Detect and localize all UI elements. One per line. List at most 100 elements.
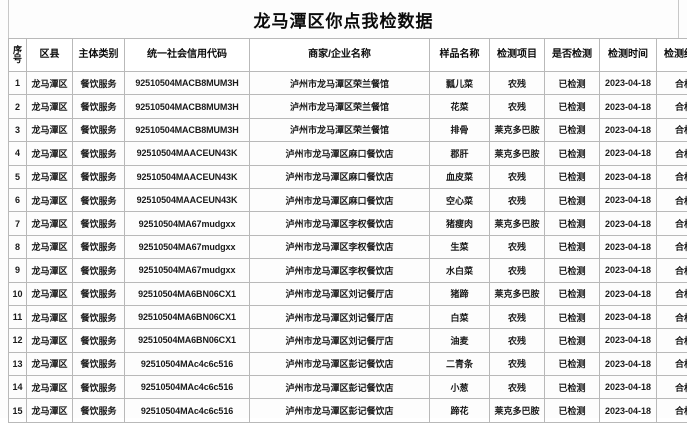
row-cell-merchant: 泸州市龙马潭区彭记餐饮店: [250, 376, 430, 399]
row-cell-result: 合格: [657, 399, 687, 422]
row-cell-entity-type: 餐饮服务: [73, 95, 125, 118]
row-cell-credit-code: 92510504MA6BN06CX1: [125, 329, 250, 352]
row-cell-test-time: 2023-04-18: [600, 188, 657, 211]
row-cell-credit-code: 92510504MAACEUN43K: [125, 142, 250, 165]
row-cell-credit-code: 92510504MA6BN06CX1: [125, 282, 250, 305]
column-header-result: 检测结果: [657, 39, 687, 72]
row-cell-seq: 14: [9, 376, 27, 399]
column-header-seq: 序号: [9, 39, 27, 72]
row-cell-seq: 2: [9, 95, 27, 118]
row-cell-sample: 郡肝: [430, 142, 490, 165]
row-cell-test-item: 农残: [490, 235, 545, 258]
row-cell-credit-code: 92510504MACB8MUM3H: [125, 72, 250, 95]
row-cell-test-time: 2023-04-18: [600, 329, 657, 352]
document-title-bar: 龙马潭区你点我检数据: [8, 0, 679, 38]
row-cell-merchant: 泸州市龙马潭区李权餐饮店: [250, 259, 430, 282]
row-cell-district: 龙马潭区: [27, 95, 73, 118]
row-cell-seq: 13: [9, 352, 27, 375]
row-cell-merchant: 泸州市龙马潭区李权餐饮店: [250, 235, 430, 258]
row-cell-result: 合格: [657, 165, 687, 188]
row-cell-test-item: 农残: [490, 259, 545, 282]
row-cell-tested: 已检测: [545, 259, 600, 282]
row-cell-sample: 蹄花: [430, 399, 490, 422]
row-cell-credit-code: 92510504MAACEUN43K: [125, 165, 250, 188]
row-cell-sample: 油麦: [430, 329, 490, 352]
row-cell-entity-type: 餐饮服务: [73, 142, 125, 165]
row-cell-merchant: 泸州市龙马潭区麻口餐饮店: [250, 142, 430, 165]
row-cell-merchant: 泸州市龙马潭区麻口餐饮店: [250, 165, 430, 188]
row-cell-merchant: 泸州市龙马潭区麻口餐饮店: [250, 188, 430, 211]
row-cell-test-item: 莱克多巴胺: [490, 212, 545, 235]
row-cell-test-item: 农残: [490, 352, 545, 375]
row-cell-seq: 3: [9, 118, 27, 141]
column-header-merchant: 商家/企业名称: [250, 39, 430, 72]
row-cell-sample: 空心菜: [430, 188, 490, 211]
row-cell-test-time: 2023-04-18: [600, 352, 657, 375]
row-cell-entity-type: 餐饮服务: [73, 212, 125, 235]
row-cell-result: 合格: [657, 118, 687, 141]
row-cell-tested: 已检测: [545, 165, 600, 188]
column-header-test-item: 检测项目: [490, 39, 545, 72]
column-header-tested: 是否检测: [545, 39, 600, 72]
row-cell-tested: 已检测: [545, 188, 600, 211]
row-cell-district: 龙马潭区: [27, 305, 73, 328]
row-cell-test-item: 农残: [490, 329, 545, 352]
row-cell-test-item: 农残: [490, 165, 545, 188]
row-cell-tested: 已检测: [545, 376, 600, 399]
row-cell-result: 合格: [657, 72, 687, 95]
row-cell-result: 合格: [657, 212, 687, 235]
column-header-sample: 样品名称: [430, 39, 490, 72]
row-cell-district: 龙马潭区: [27, 329, 73, 352]
row-cell-district: 龙马潭区: [27, 282, 73, 305]
row-cell-tested: 已检测: [545, 142, 600, 165]
row-cell-district: 龙马潭区: [27, 165, 73, 188]
row-cell-result: 合格: [657, 259, 687, 282]
row-cell-sample: 排骨: [430, 118, 490, 141]
column-header-district: 区县: [27, 39, 73, 72]
row-cell-entity-type: 餐饮服务: [73, 165, 125, 188]
row-cell-tested: 已检测: [545, 329, 600, 352]
row-cell-entity-type: 餐饮服务: [73, 235, 125, 258]
row-cell-test-item: 农残: [490, 376, 545, 399]
row-cell-sample: 花菜: [430, 95, 490, 118]
row-cell-credit-code: 92510504MACB8MUM3H: [125, 95, 250, 118]
row-cell-district: 龙马潭区: [27, 376, 73, 399]
row-cell-entity-type: 餐饮服务: [73, 282, 125, 305]
row-cell-entity-type: 餐饮服务: [73, 259, 125, 282]
row-cell-test-time: 2023-04-18: [600, 305, 657, 328]
row-cell-result: 合格: [657, 305, 687, 328]
row-cell-tested: 已检测: [545, 118, 600, 141]
row-cell-tested: 已检测: [545, 305, 600, 328]
row-cell-result: 合格: [657, 235, 687, 258]
row-cell-district: 龙马潭区: [27, 118, 73, 141]
row-cell-seq: 10: [9, 282, 27, 305]
row-cell-sample: 二青条: [430, 352, 490, 375]
row-cell-entity-type: 餐饮服务: [73, 352, 125, 375]
row-cell-tested: 已检测: [545, 235, 600, 258]
row-cell-district: 龙马潭区: [27, 399, 73, 422]
row-cell-test-item: 莱克多巴胺: [490, 282, 545, 305]
row-cell-district: 龙马潭区: [27, 352, 73, 375]
row-cell-entity-type: 餐饮服务: [73, 72, 125, 95]
row-cell-test-time: 2023-04-18: [600, 118, 657, 141]
row-cell-seq: 7: [9, 212, 27, 235]
row-cell-test-item: 农残: [490, 188, 545, 211]
row-cell-tested: 已检测: [545, 72, 600, 95]
table-header: 序号 区县 主体类别 统一社会信用代码 商家/企业名称 样品名称 检测项目 是否…: [9, 39, 687, 72]
row-cell-entity-type: 餐饮服务: [73, 329, 125, 352]
row-cell-entity-type: 餐饮服务: [73, 376, 125, 399]
row-cell-test-time: 2023-04-18: [600, 165, 657, 188]
seq-line-2: 号: [13, 54, 22, 64]
row-cell-test-time: 2023-04-18: [600, 376, 657, 399]
